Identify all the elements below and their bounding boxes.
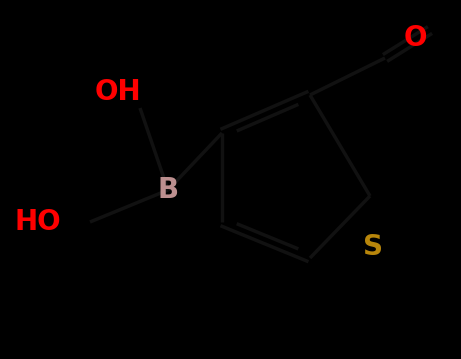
Text: B: B	[158, 176, 178, 204]
Text: S: S	[363, 233, 383, 261]
Text: HO: HO	[15, 208, 61, 236]
Text: OH: OH	[95, 78, 142, 106]
Text: O: O	[403, 24, 427, 52]
